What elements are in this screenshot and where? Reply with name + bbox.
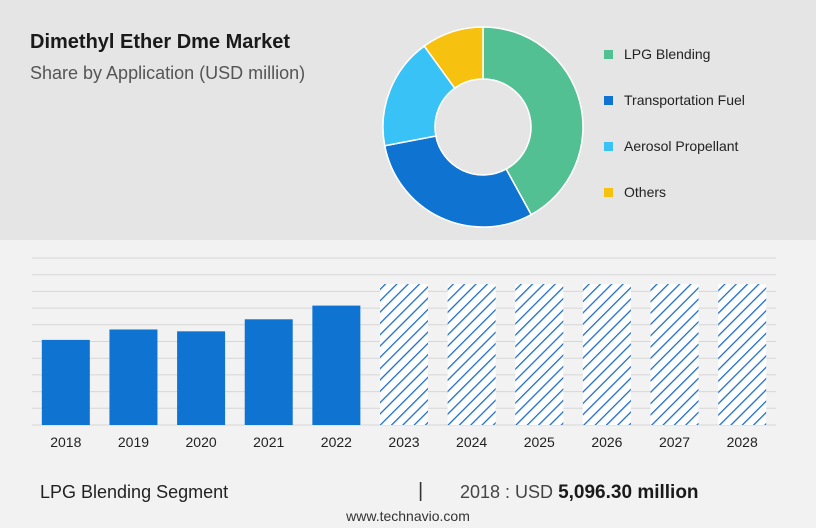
bar-2024 xyxy=(447,284,496,425)
legend-item-lpg-blending: LPG Blending xyxy=(604,46,710,62)
bar-2022 xyxy=(312,305,361,425)
stat-prefix: 2018 : USD xyxy=(460,482,554,502)
chart-title: Dimethyl Ether Dme Market xyxy=(30,31,291,53)
segment-label: LPG Blending Segment xyxy=(40,482,229,502)
bar-2028 xyxy=(718,284,767,425)
tick-label-2027: 2027 xyxy=(659,434,690,450)
segment-stat: 2018 : USD 5,096.30 million xyxy=(460,482,699,504)
stat-value: 5,096.30 million xyxy=(558,482,699,503)
tick-label-2020: 2020 xyxy=(186,434,217,450)
donut-slice-lpg-blending xyxy=(482,26,584,216)
bar-2018 xyxy=(41,339,90,425)
legend-swatch xyxy=(604,49,613,59)
source-link[interactable]: www.technavio.com xyxy=(346,508,470,524)
tick-label-2018: 2018 xyxy=(50,434,81,450)
tick-label-2028: 2028 xyxy=(727,434,758,450)
tick-label-2021: 2021 xyxy=(253,434,284,450)
donut-chart xyxy=(382,26,584,228)
legend-item-transportation-fuel: Transportation Fuel xyxy=(604,92,745,108)
tick-label-2026: 2026 xyxy=(591,434,622,450)
legend-item-aerosol-propellant: Aerosol Propellant xyxy=(604,138,738,154)
tick-label-2023: 2023 xyxy=(388,434,419,450)
footer-divider: | xyxy=(418,480,424,502)
legend-swatch xyxy=(604,95,613,105)
bar-2019 xyxy=(109,329,158,425)
tick-label-2024: 2024 xyxy=(456,434,487,450)
chart-subtitle: Share by Application (USD million) xyxy=(30,63,306,83)
bar-chart: 2018 2019 2020 2021 2022 2023 2024 2025 2026 2027… xyxy=(32,257,776,450)
legend-label: Aerosol Propellant xyxy=(624,138,739,154)
bar-2027 xyxy=(650,284,699,425)
legend-label: Transportation Fuel xyxy=(624,92,745,108)
legend-item-others: Others xyxy=(604,184,666,200)
bar-2023 xyxy=(380,284,428,425)
tick-label-2022: 2022 xyxy=(321,434,352,450)
bar-2025 xyxy=(515,284,564,425)
tick-label-2019: 2019 xyxy=(118,434,149,450)
legend-swatch xyxy=(604,187,613,197)
donut-slice-transportation-fuel xyxy=(383,135,533,228)
legend-label: Others xyxy=(624,184,667,200)
tick-label-2025: 2025 xyxy=(524,434,555,450)
bar-2020 xyxy=(177,331,226,425)
legend-label: LPG Blending xyxy=(624,46,711,62)
donut-slice-others xyxy=(423,26,484,90)
legend-swatch xyxy=(604,141,613,151)
bar-2021 xyxy=(244,319,293,425)
bar-2026 xyxy=(582,284,631,425)
